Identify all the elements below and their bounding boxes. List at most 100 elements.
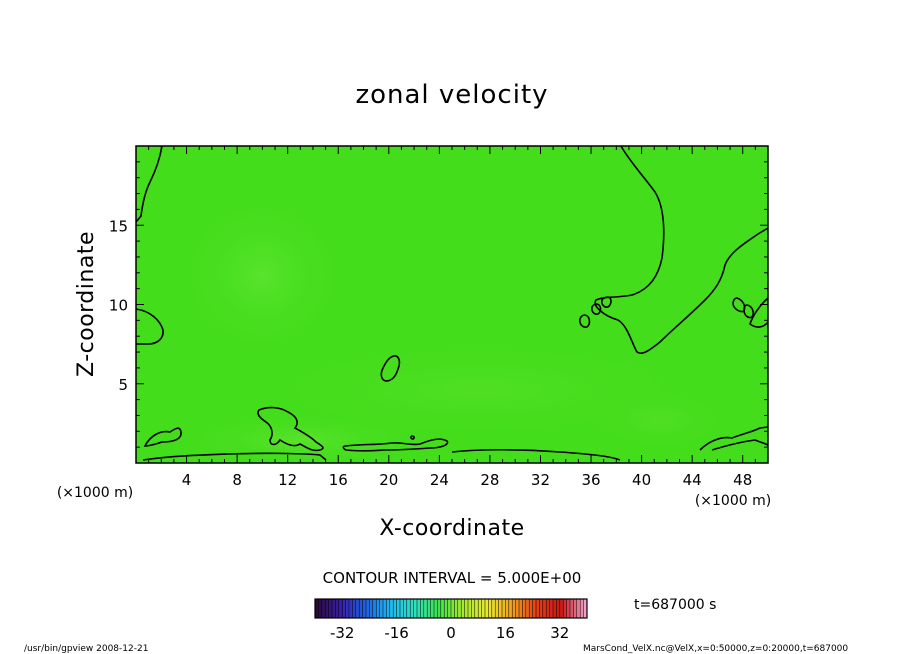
contour-line (743, 304, 754, 319)
colorbar-tick-label: 16 (496, 624, 515, 642)
colorbar-cell (491, 599, 496, 618)
field-shading (180, 415, 420, 463)
colorbar-cell (352, 599, 357, 618)
colorbar-cell (566, 599, 571, 618)
colorbar-cell (539, 599, 544, 618)
x-tick-label: 16 (329, 471, 348, 489)
colorbar-cell (454, 599, 459, 618)
colorbar-cell (570, 599, 574, 618)
colorbar-cell (553, 599, 557, 618)
colorbar-cell (563, 599, 567, 618)
chart-title: zonal velocity (355, 80, 548, 110)
y-tick-label: 10 (109, 297, 128, 315)
x-axis-label: X-coordinate (379, 516, 524, 541)
colorbar-cell (546, 599, 550, 618)
colorbar-cell (345, 599, 350, 618)
contour-interval-text: CONTOUR INTERVAL = 5.000E+00 (323, 569, 582, 587)
colorbar-tick-label: 0 (446, 624, 456, 642)
plot-area (136, 146, 768, 463)
colorbar-cell (542, 599, 547, 618)
footer-left: /usr/bin/gpview 2008-12-21 (24, 644, 148, 654)
colorbar-cell (335, 599, 340, 618)
contour-line (342, 438, 449, 452)
colorbar-cell (403, 599, 408, 618)
contour-line (732, 297, 746, 313)
colorbar-cell (328, 599, 333, 618)
x-tick-label: 20 (379, 471, 398, 489)
colorbar-cell (580, 599, 584, 618)
x-tick-label: 12 (278, 471, 297, 489)
colorbar-tick-label: -16 (384, 624, 409, 642)
contour-line (711, 439, 768, 451)
colorbar-cell (474, 599, 479, 618)
contour-line (451, 448, 621, 461)
colorbar-cell (508, 599, 513, 618)
colorbar-cell (471, 599, 476, 618)
x-tick-label: 44 (683, 471, 702, 489)
contour-line (591, 303, 602, 315)
x-axis-ticks: 4 8 12 16 20 24 28 32 36 40 44 48 (148, 146, 756, 489)
contour-line (699, 426, 768, 451)
colorbar-cell (420, 599, 425, 618)
colorbar-cell (362, 599, 367, 618)
contour-line (142, 452, 327, 461)
colorbar-cell (532, 599, 537, 618)
colorbar-cell (576, 599, 581, 618)
colorbar-cell (485, 599, 489, 618)
colorbar-cell (400, 599, 404, 618)
colorbar-cell (396, 599, 401, 618)
colorbar-cell (519, 599, 523, 618)
colorbar-cell (478, 599, 482, 618)
colorbar-cell (464, 599, 469, 618)
colorbar-cell (505, 599, 510, 618)
contour-line (594, 146, 768, 355)
contour-line (136, 308, 164, 345)
colorbar-cell (321, 599, 326, 618)
colorbar-cell (481, 599, 486, 618)
colorbar-cell (406, 599, 411, 618)
colorbar-cell (451, 599, 455, 618)
x-unit-label: (×1000 m) (695, 493, 771, 509)
colorbar-cell (325, 599, 329, 618)
x-tick-label: 8 (232, 471, 242, 489)
colorbar-cell (413, 599, 418, 618)
y-tick-label: 5 (118, 376, 128, 394)
contour-line (257, 406, 324, 452)
colorbar-cell (315, 599, 319, 618)
colorbar-cell (583, 599, 588, 618)
colorbar-cell (369, 599, 374, 618)
x-tick-label: 36 (581, 471, 600, 489)
x-tick-label: 40 (632, 471, 651, 489)
colorbar-cell (447, 599, 452, 618)
colorbar-cell (355, 599, 360, 618)
colorbar-cell (332, 599, 336, 618)
colorbar-cell (495, 599, 499, 618)
colorbar-cell (522, 599, 527, 618)
colorbar-cell (573, 599, 578, 618)
x-tick-label: 4 (182, 471, 192, 489)
colorbar-cell (427, 599, 431, 618)
colorbar-cell (515, 599, 520, 618)
colorbar-cell (525, 599, 530, 618)
x-tick-label: 48 (733, 471, 752, 489)
colorbar-cell (437, 599, 442, 618)
colorbar-cell (417, 599, 421, 618)
colorbar-cell (549, 599, 554, 618)
colorbar-cell (376, 599, 380, 618)
contour-line (136, 146, 163, 223)
x-tick-label: 32 (531, 471, 550, 489)
field-shading (177, 195, 347, 355)
field-shading (590, 390, 730, 450)
colorbar-cell (529, 599, 533, 618)
colorbar-cell (386, 599, 391, 618)
y-axis-ticks: 5 10 15 (109, 161, 768, 448)
colorbar-cell (536, 599, 540, 618)
colorbar-cell (342, 599, 346, 618)
y-axis-label: Z-coordinate (74, 231, 99, 377)
contour-line (143, 427, 182, 447)
colorbar-cell (502, 599, 506, 618)
time-label: t=687000 s (634, 597, 716, 613)
colorbar-cell (349, 599, 353, 618)
colorbar-tick-label: 32 (550, 624, 569, 642)
